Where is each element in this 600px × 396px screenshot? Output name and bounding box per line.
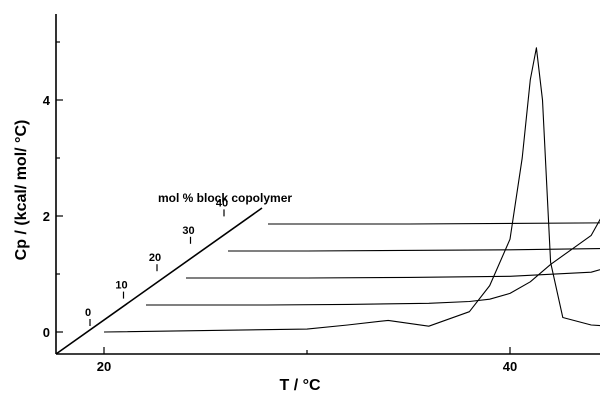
x-tick-label: 40: [503, 359, 517, 374]
x-tick-label: 20: [97, 359, 111, 374]
depth-axis: 0 10 20 30 40: [55, 197, 263, 355]
series-line-0: [103, 47, 600, 333]
y-tick-label: 4: [43, 93, 51, 108]
depth-tick-label: 40: [216, 197, 228, 209]
depth-tick-label: 30: [182, 225, 194, 237]
y-tick-label: 0: [43, 325, 50, 340]
series-line-20: [186, 269, 600, 279]
depth-tick-label: 20: [149, 252, 161, 264]
depth-tick-label: 10: [115, 280, 127, 292]
series-group: [103, 47, 600, 333]
depth-axis-line: [55, 207, 263, 355]
series-line-30: [228, 247, 600, 252]
series-line-10: [146, 218, 600, 306]
axes: 024204060: [43, 14, 600, 374]
series-line-40: [268, 222, 600, 225]
y-tick-label: 2: [43, 209, 50, 224]
y-axis-title: Cp / (kcal/ mol/ °C): [13, 120, 30, 261]
x-axis-title: T / °C: [279, 377, 321, 394]
depth-tick-label: 0: [85, 307, 91, 319]
depth-axis-title: mol % block copolymer: [158, 191, 292, 205]
